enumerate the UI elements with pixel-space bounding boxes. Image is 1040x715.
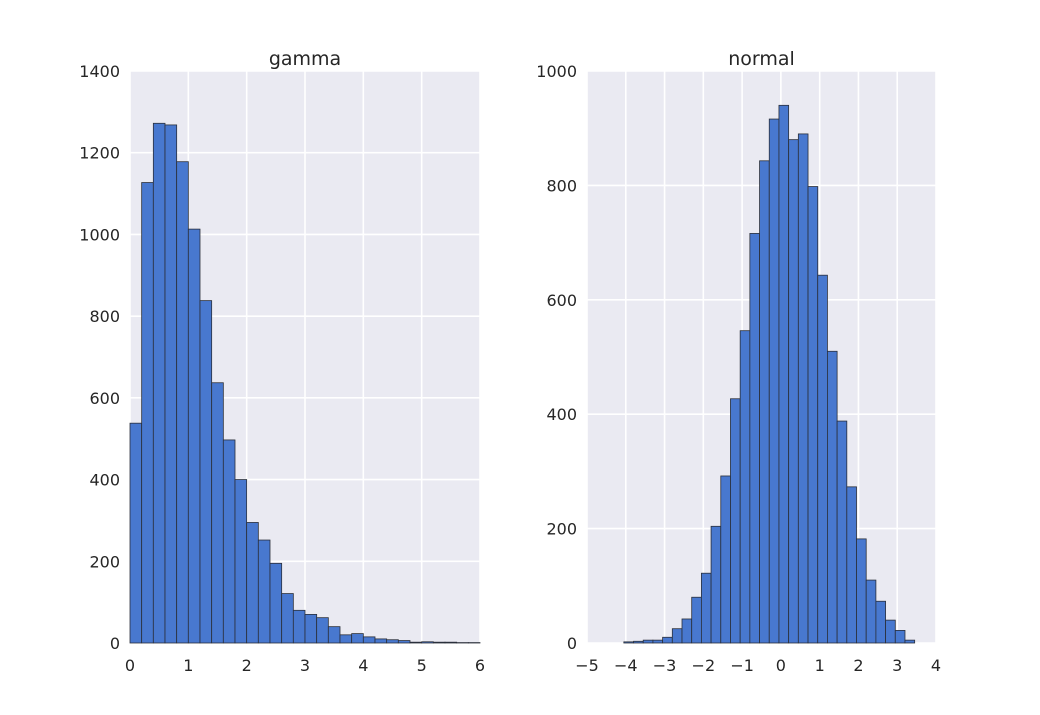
gamma-histogram-bar xyxy=(153,123,165,643)
gamma-y-tick-label: 400 xyxy=(89,471,120,490)
gamma-histogram-bar xyxy=(247,522,259,643)
normal-histogram-bar xyxy=(711,526,721,643)
gamma-histogram-bar xyxy=(387,640,399,643)
normal-histogram-bar xyxy=(789,140,799,643)
gamma-histogram-bar xyxy=(165,125,177,643)
normal-x-tick-label: 3 xyxy=(892,656,902,675)
gamma-histogram-bar xyxy=(398,641,410,643)
gamma-histogram-bar xyxy=(270,563,282,643)
gamma-y-tick-label: 1200 xyxy=(79,144,120,163)
normal-histogram-bar xyxy=(769,119,779,643)
normal-x-ticks: −5 −4 −3 −2 −1 0 1 2 3 4 xyxy=(575,656,941,675)
gamma-x-tick-label: 5 xyxy=(417,656,427,675)
normal-histogram-bar xyxy=(866,580,876,643)
gamma-y-tick-label: 800 xyxy=(89,307,120,326)
normal-histogram-bar xyxy=(634,641,644,643)
gamma-histogram-bar xyxy=(363,637,375,643)
normal-x-tick-label: 1 xyxy=(815,656,825,675)
gamma-histogram-bar xyxy=(258,540,270,643)
gamma-histogram-bar xyxy=(375,639,387,643)
normal-histogram-bar xyxy=(760,161,770,643)
normal-x-tick-label: −5 xyxy=(575,656,599,675)
normal-histogram-bar xyxy=(895,630,905,643)
gamma-histogram-bar xyxy=(142,183,154,643)
normal-x-tick-label: −1 xyxy=(730,656,754,675)
normal-y-tick-label: 400 xyxy=(546,405,577,424)
gamma-histogram-bar xyxy=(305,614,317,643)
normal-panel: −5 −4 −3 −2 −1 0 1 2 3 4 0 200 400 600 800 1000 normal xyxy=(536,48,941,675)
gamma-histogram-bar xyxy=(352,634,364,643)
normal-histogram-bar xyxy=(798,134,808,643)
gamma-x-tick-label: 2 xyxy=(242,656,252,675)
normal-histogram-bar xyxy=(779,105,789,643)
gamma-histogram-bar xyxy=(433,642,445,643)
gamma-y-tick-label: 1400 xyxy=(79,62,120,81)
normal-histogram-bar xyxy=(643,640,653,643)
normal-histogram-bar xyxy=(682,619,692,643)
gamma-histogram-bar xyxy=(410,642,422,643)
normal-histogram-bar xyxy=(886,620,896,643)
gamma-histogram-bar xyxy=(200,301,212,643)
normal-x-tick-label: −2 xyxy=(692,656,716,675)
normal-histogram-bar xyxy=(721,476,731,643)
gamma-y-ticks: 0 200 400 600 800 1000 1200 1400 xyxy=(79,62,120,653)
gamma-x-tick-label: 1 xyxy=(183,656,193,675)
gamma-x-tick-label: 6 xyxy=(475,656,485,675)
normal-histogram-bar xyxy=(818,275,828,643)
gamma-y-tick-label: 200 xyxy=(89,552,120,571)
normal-x-tick-label: 0 xyxy=(776,656,786,675)
gamma-x-tick-label: 3 xyxy=(300,656,310,675)
normal-y-tick-label: 800 xyxy=(546,176,577,195)
gamma-y-tick-label: 0 xyxy=(110,634,120,653)
gamma-histogram-bar xyxy=(188,229,200,643)
normal-histogram-bar xyxy=(672,629,682,643)
normal-histogram-bar xyxy=(837,421,847,643)
gamma-x-ticks: 0 1 2 3 4 5 6 xyxy=(125,656,485,675)
gamma-histogram-bar xyxy=(130,423,142,643)
normal-x-tick-label: −4 xyxy=(614,656,638,675)
gamma-panel: 0 1 2 3 4 5 6 0 200 400 600 800 1000 1200 1400 gamma xyxy=(79,48,485,675)
normal-histogram-bar xyxy=(624,642,634,643)
gamma-y-tick-label: 1000 xyxy=(79,225,120,244)
normal-histogram-bar xyxy=(653,640,663,643)
normal-y-tick-label: 600 xyxy=(546,291,577,310)
normal-y-ticks: 0 200 400 600 800 1000 xyxy=(536,62,577,653)
normal-histogram-bar xyxy=(827,351,837,643)
gamma-histogram-bar xyxy=(235,480,247,643)
normal-histogram-bar xyxy=(663,637,673,643)
normal-histogram-bar xyxy=(730,399,740,643)
normal-x-tick-label: 2 xyxy=(853,656,863,675)
gamma-y-tick-label: 600 xyxy=(89,389,120,408)
gamma-histogram-bar xyxy=(328,627,340,643)
normal-histogram-bar xyxy=(857,539,867,643)
normal-histogram-bar xyxy=(740,331,750,643)
gamma-histogram-bar xyxy=(317,618,329,643)
normal-y-tick-label: 0 xyxy=(567,634,577,653)
normal-chart-title: normal xyxy=(728,48,795,70)
gamma-histogram-bar xyxy=(340,635,352,643)
normal-histogram-bar xyxy=(876,601,886,643)
gamma-histogram-bar xyxy=(223,440,235,643)
normal-histogram-bar xyxy=(692,597,702,643)
gamma-histogram-bar xyxy=(293,610,305,643)
normal-histogram-bar xyxy=(808,187,818,643)
normal-histogram-bar xyxy=(905,640,915,643)
normal-y-tick-label: 200 xyxy=(546,520,577,539)
gamma-chart-title: gamma xyxy=(269,48,341,70)
gamma-histogram-bar xyxy=(282,594,294,643)
gamma-histogram-bar xyxy=(445,642,457,643)
gamma-histogram-bar xyxy=(422,642,434,643)
gamma-x-tick-label: 0 xyxy=(125,656,135,675)
gamma-x-tick-label: 4 xyxy=(358,656,368,675)
gamma-histogram-bar xyxy=(177,162,189,643)
normal-histogram-bar xyxy=(701,573,711,643)
normal-histogram-bar xyxy=(750,233,760,643)
normal-x-tick-label: 4 xyxy=(931,656,941,675)
normal-x-tick-label: −3 xyxy=(653,656,677,675)
normal-y-tick-label: 1000 xyxy=(536,62,577,81)
gamma-histogram-bar xyxy=(212,383,224,643)
normal-histogram-bar xyxy=(847,487,857,643)
